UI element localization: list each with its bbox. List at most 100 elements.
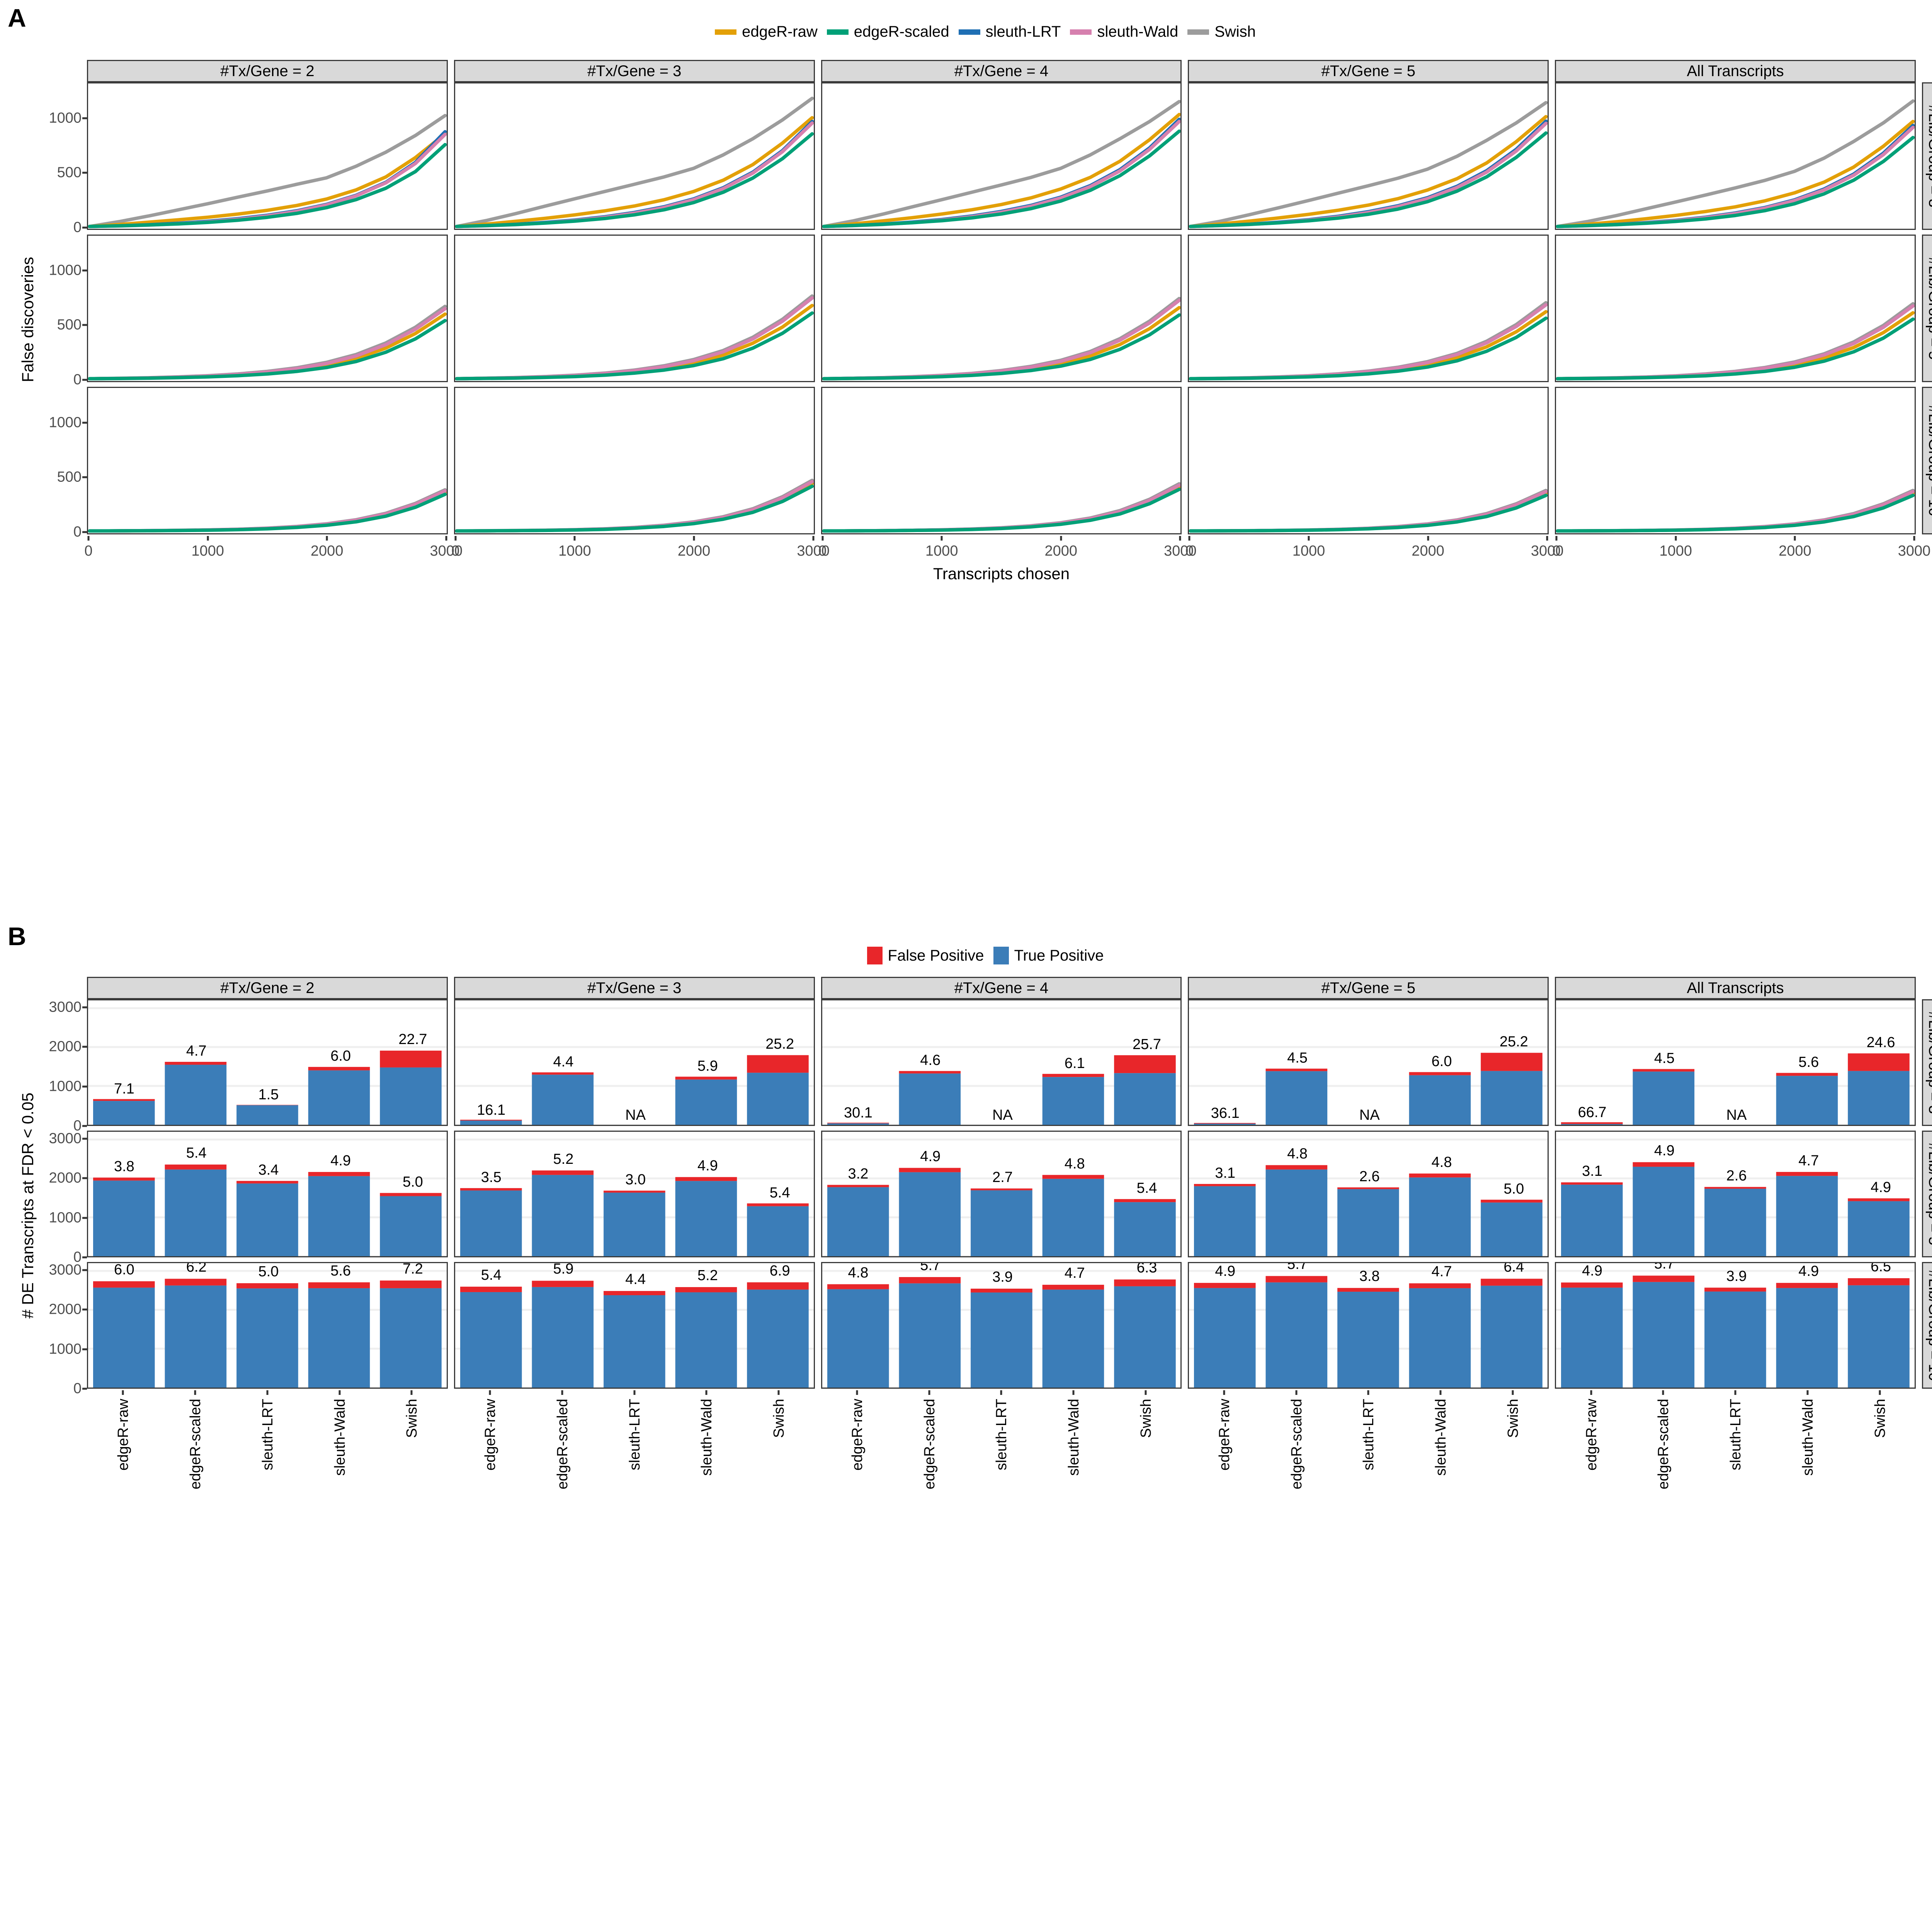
panel-b-x-tick-mark <box>1000 1390 1002 1395</box>
panel-b-x-axis-c3: edgeR-raw edgeR-scaled sleuth-LRT sleuth-Wa… <box>1188 1390 1549 1514</box>
panel-a-cell-r1-c2 <box>821 235 1182 382</box>
panel-a-y-tick-label: 500 <box>57 316 82 333</box>
panel-b-x-tick-mark <box>1879 1390 1881 1395</box>
panel-b-bar-value-label: 3.8 <box>1359 1268 1380 1285</box>
panel-b-x-tick-label: edgeR-scaled <box>554 1399 571 1490</box>
legend-swatch-icon <box>715 29 737 35</box>
panel-a-y-tick-label: 0 <box>73 371 82 388</box>
panel-b-bar-value-label: 5.9 <box>553 1262 574 1277</box>
panel-a-x-tick-label: 1000 <box>925 543 958 559</box>
panel-b-col-strip-3: #Tx/Gene = 5 <box>1188 977 1549 999</box>
panel-a-x-axis-c0: 0 1000 2000 3000 <box>84 536 463 563</box>
panel-a-cell-r2-c4 <box>1555 387 1916 534</box>
panel-b-bar-value-label: 6.4 <box>1503 1262 1524 1276</box>
panel-b-x-tick-mark <box>1145 1390 1147 1395</box>
panel-b-x-tick-label: Swish <box>1872 1399 1888 1438</box>
panel-b-bar-value-label: 4.4 <box>625 1271 646 1288</box>
panel-b-x-tick-mark <box>1072 1390 1075 1395</box>
panel-b-legend: False Positive True Positive <box>0 947 1932 964</box>
panel-b-cell-r0-c2: 30.1 4.6 NA 6.1 25.7 <box>821 999 1182 1126</box>
panel-a-legend: edgeR-raw edgeR-scaled sleuth-LRT sleuth-Wa… <box>0 23 1932 41</box>
panel-a-x-tick-mark <box>87 536 90 541</box>
panel-a-cell-r1-c3 <box>1188 235 1549 382</box>
panel-a-y-tick-label: 0 <box>73 219 82 236</box>
panel-a-x-tick-mark <box>1913 536 1915 541</box>
panel-a-x-tick-label: 3000 <box>430 543 463 559</box>
panel-b-x-tick-mark <box>410 1390 413 1395</box>
panel-b-x-tick-mark <box>122 1390 124 1395</box>
panel-a-cell-r2-c2 <box>821 387 1182 534</box>
panel-b-x-tick-mark <box>489 1390 491 1395</box>
panel-a-x-tick-label: 1000 <box>558 543 591 559</box>
panel-a-y-tick-mark <box>82 379 87 381</box>
panel-b-bar-value-label: 3.1 <box>1215 1165 1236 1181</box>
panel-a-y-tick-label: 1000 <box>49 414 82 431</box>
panel-b-cell-r1-c4: 3.1 4.9 2.6 4.7 4.9 <box>1555 1131 1916 1257</box>
panel-b-bar-value-label: 7.2 <box>402 1262 423 1277</box>
panel-b-x-tick-mark <box>338 1390 341 1395</box>
panel-a-letter: A <box>8 3 26 32</box>
panel-a-x-tick-label: 1000 <box>1292 543 1325 559</box>
panel-a-x-tick-mark <box>573 536 576 541</box>
panel-b-y-tick-mark <box>82 1388 87 1390</box>
panel-a-x-tick-label: 1000 <box>191 543 224 559</box>
panel-b-y-tick-mark <box>82 1256 87 1259</box>
panel-b-col-strip-1: #Tx/Gene = 3 <box>454 977 815 999</box>
panel-b-bar-value-label: 5.9 <box>697 1058 718 1075</box>
panel-b-row-strip-1: #Lib/Group = 5 <box>1922 1131 1932 1257</box>
panel-b-x-tick-label: Swish <box>1505 1399 1521 1438</box>
panel-b-bar-value-label: 16.1 <box>477 1102 506 1118</box>
panel-b-col-strip-2: #Tx/Gene = 4 <box>821 977 1182 999</box>
panel-b-bar-value-label: 4.5 <box>1654 1050 1675 1066</box>
legend-item-sleuth-wald: sleuth-Wald <box>1070 23 1178 41</box>
panel-b-y-tick-mark <box>82 1269 87 1271</box>
panel-b-bar-value-label: 30.1 <box>844 1105 872 1121</box>
panel-b-bar-value-label: 24.6 <box>1866 1034 1895 1051</box>
panel-b-bar-value-label: 25.2 <box>765 1036 794 1053</box>
panel-a-x-axis-c1: 0 1000 2000 3000 <box>451 536 830 563</box>
panel-b-bar-value-label: 5.0 <box>402 1174 423 1190</box>
panel-b-bar-value-label: 6.0 <box>330 1048 351 1065</box>
legend-swatch-icon <box>1187 29 1209 35</box>
panel-a-y-tick-mark <box>82 422 87 424</box>
panel-b-x-axis-c4: edgeR-raw edgeR-scaled sleuth-LRT sleuth-Wa… <box>1555 1390 1916 1514</box>
panel-b-facet-grid: #Tx/Gene = 2 #Tx/Gene = 3 #Tx/Gene = 4 #Tx/… <box>87 977 1932 1389</box>
panel-b-x-tick-mark <box>1590 1390 1592 1395</box>
legend-item-edger-raw: edgeR-raw <box>715 23 818 41</box>
panel-a-col-strip-4: All Transcripts <box>1555 60 1916 82</box>
panel-b-bar-value-label: 6.9 <box>769 1262 790 1279</box>
panel-a-x-tick-mark <box>454 536 457 541</box>
panel-b-bar-value-label: 5.0 <box>258 1263 279 1280</box>
panel-b-bar-value-label: 3.1 <box>1582 1163 1602 1180</box>
panel-b-bar-value-label: 2.6 <box>1726 1168 1747 1184</box>
panel-a-x-tick-mark <box>445 536 447 541</box>
panel-b-bar-value-label: 66.7 <box>1578 1104 1607 1121</box>
panel-b-bar-value-label: 6.1 <box>1064 1055 1085 1071</box>
panel-b-bar-value-label: NA <box>625 1107 646 1123</box>
panel-b-x-tick-mark <box>928 1390 930 1395</box>
panel-b-bar-value-label: 4.9 <box>1871 1179 1891 1196</box>
panel-b-y-tick-mark <box>82 1177 87 1179</box>
panel-b-y-axis-title: # DE Transcripts at FDR < 0.05 <box>19 1092 37 1319</box>
panel-a-x-tick-mark <box>1555 536 1558 541</box>
panel-b-bar-value-label: 2.6 <box>1359 1168 1380 1185</box>
panel-b-x-tick-mark <box>1223 1390 1225 1395</box>
panel-b-x-tick-mark <box>194 1390 196 1395</box>
panel-b-bar-value-label: 5.2 <box>553 1151 574 1167</box>
panel-b-y-axis-r0: 0 1000 2000 3000 <box>41 999 87 1134</box>
panel-b-x-tick-label: edgeR-scaled <box>187 1399 204 1490</box>
panel-b-x-tick-label: edgeR-raw <box>849 1399 866 1471</box>
panel-b-y-tick-mark <box>82 1006 87 1008</box>
panel-b-bar-value-label: 3.8 <box>114 1158 134 1175</box>
panel-b-cell-r2-c2: 4.8 5.7 3.9 4.7 6.3 <box>821 1262 1182 1389</box>
panel-a-cell-r1-c4 <box>1555 235 1916 382</box>
panel-b-y-tick-mark <box>82 1085 87 1087</box>
panel-b-bar-value-label: 5.7 <box>920 1262 941 1274</box>
panel-a-col-strip-3: #Tx/Gene = 5 <box>1188 60 1549 82</box>
panel-a-x-tick-label: 3000 <box>797 543 830 559</box>
panel-a-y-tick-mark <box>82 324 87 326</box>
panel-b-y-tick-mark <box>82 1125 87 1127</box>
panel-b-y-tick-label: 2000 <box>49 1170 82 1186</box>
panel-b-bar-value-label: 5.2 <box>697 1267 718 1284</box>
panel-a-y-axis-r2: 0 500 1000 <box>41 387 87 540</box>
